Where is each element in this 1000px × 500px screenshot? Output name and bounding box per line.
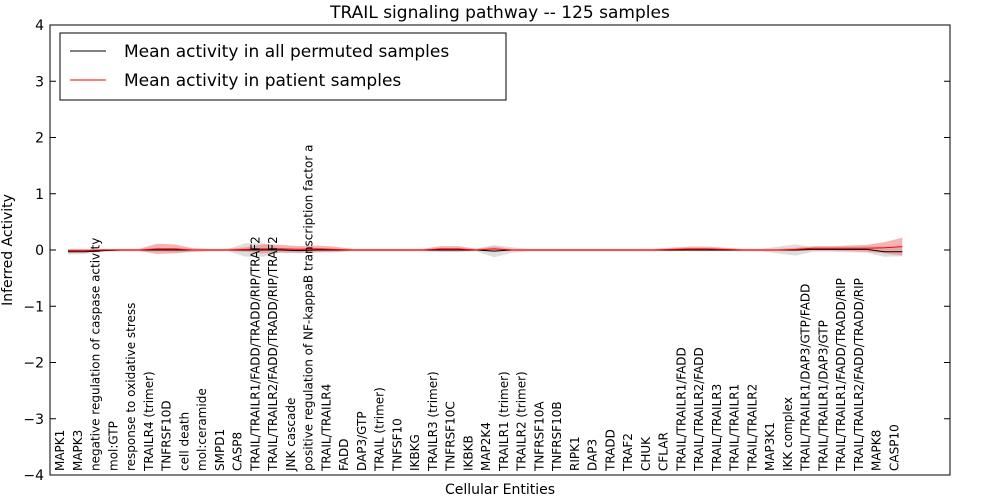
x-category-label: TRAILR2 (trimer) (515, 371, 529, 472)
x-category-label: MAPK3 (71, 430, 85, 471)
chart-title: TRAIL signaling pathway -- 125 samples (329, 3, 670, 23)
x-category-label: MAP3K1 (763, 422, 777, 471)
x-category-label: RIPK1 (568, 436, 582, 471)
x-category-label: IKBKB (461, 435, 475, 471)
y-tick-label: −1 (23, 299, 44, 315)
y-tick-label: 4 (35, 18, 44, 34)
y-tick-label: −4 (23, 468, 44, 484)
x-category-label: positive regulation of NF-kappaB transcr… (302, 145, 316, 471)
x-category-label: IKBKG (408, 434, 422, 471)
y-axis-ticks: −4 −3 −2 −1 0 1 2 3 4 (23, 18, 950, 484)
x-category-label: CFLAR (657, 432, 671, 471)
x-category-label: CASP8 (231, 432, 245, 471)
legend: Mean activity in all permuted samples Me… (59, 32, 507, 101)
x-axis-label: Cellular Entities (445, 482, 555, 498)
x-category-label: TRAIL/TRAILR1/FADD/TRADD/RIP/TRAF2 (248, 236, 262, 472)
x-category-label: SMPD1 (213, 429, 227, 471)
x-category-label: TRAIL/TRAILR4 (319, 384, 333, 472)
y-tick-label: 0 (35, 243, 44, 259)
x-category-label: cell death (177, 412, 191, 471)
x-category-label: JNK cascade (284, 398, 298, 472)
x-category-label: TRAILR1 (trimer) (497, 371, 511, 472)
x-category-label: TNFRSF10D (160, 400, 174, 472)
x-category-label: TRAIL (trimer) (373, 387, 387, 472)
x-category-label: TRAIL/TRAILR1 (728, 384, 742, 472)
x-category-label: TRAILR4 (trimer) (142, 371, 156, 472)
x-category-label: response to oxidative stress (124, 303, 138, 471)
x-category-label: TRAIL/TRAILR1/FADD (674, 347, 688, 472)
x-category-label: DAP3/GTP (355, 411, 369, 471)
y-tick-label: 2 (35, 131, 44, 147)
x-category-label: TRAIL/TRAILR2 (745, 384, 759, 472)
x-category-label: FADD (337, 439, 351, 472)
x-category-label: IKK complex (781, 397, 795, 471)
y-tick-label: −3 (23, 412, 44, 428)
x-category-label: TNFRSF10B (550, 401, 564, 472)
y-axis-label: Inferred Activity (0, 194, 16, 306)
x-category-label: DAP3 (586, 439, 600, 471)
x-category-label: TRAIL/TRAILR2/FADD/TRADD/RIP (852, 278, 866, 472)
x-category-label: mol:ceramide (195, 388, 209, 471)
x-category-label: TRAIL/TRAILR1/FADD/TRADD/RIP (834, 278, 848, 472)
legend-label-permuted: Mean activity in all permuted samples (124, 42, 449, 62)
legend-box (59, 32, 507, 101)
x-category-label: MAPK1 (53, 430, 67, 471)
x-category-label: TRAIL/TRAILR2/FADD/TRADD/RIP/TRAF2 (266, 236, 280, 472)
x-category-label: CASP10 (887, 424, 901, 471)
x-category-label: TRAIL/TRAILR2/FADD (692, 347, 706, 472)
x-category-label: TRAIL/TRAILR1/DAP3/GTP (816, 320, 830, 472)
y-tick-label: −2 (23, 356, 44, 372)
x-category-label: TNFRSF10C (444, 401, 458, 472)
x-category-label: MAPK8 (870, 430, 884, 471)
x-category-label: mol:GTP (106, 421, 120, 471)
x-axis-category-labels: MAPK1 MAPK3 negative regulation of caspase… (53, 145, 901, 472)
legend-label-patient: Mean activity in patient samples (124, 71, 401, 91)
x-category-label: negative regulation of caspase activity (89, 238, 103, 471)
x-category-label: TRAIL/TRAILR3 (710, 384, 724, 472)
y-tick-label: 1 (35, 187, 44, 203)
y-tick-label: 3 (35, 74, 44, 90)
series-line-1 (68, 246, 903, 252)
x-category-label: MAP2K4 (479, 422, 493, 471)
series-band-1 (68, 237, 903, 256)
x-category-label: TRAF2 (621, 433, 635, 472)
x-category-label: TNFSF10 (390, 418, 404, 472)
x-category-label: TNFRSF10A (532, 401, 546, 472)
x-category-label: CHUK (639, 436, 653, 471)
series-lines (68, 246, 903, 253)
x-category-label: TRAIL/TRAILR1/DAP3/GTP/FADD (799, 284, 813, 472)
x-category-label: TRAILR3 (trimer) (426, 371, 440, 472)
x-category-label: TRADD (603, 429, 617, 472)
